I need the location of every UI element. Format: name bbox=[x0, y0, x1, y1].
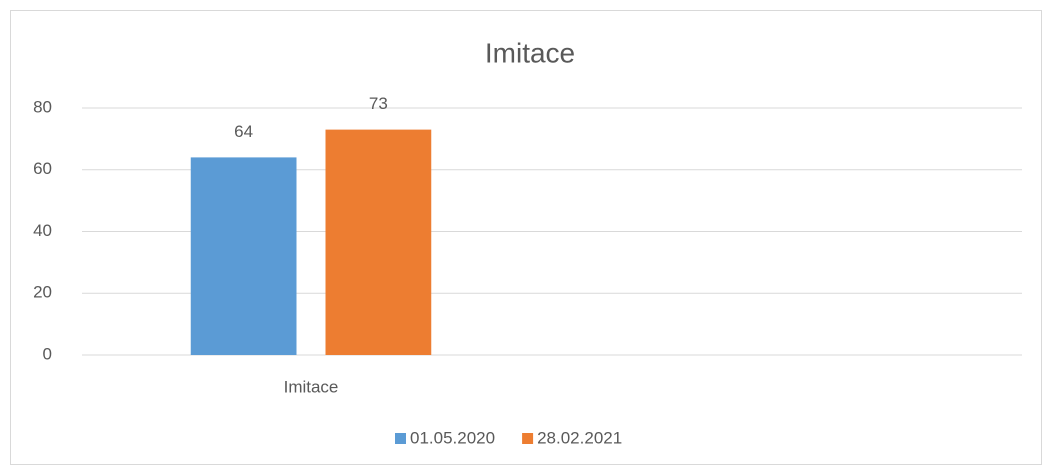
data-label: 73 bbox=[369, 94, 388, 113]
bar bbox=[325, 129, 432, 355]
chart-frame bbox=[10, 10, 1042, 465]
legend-label: 01.05.2020 bbox=[410, 428, 495, 447]
bar bbox=[190, 157, 297, 355]
chart-title: Imitace bbox=[485, 37, 575, 68]
y-tick-label: 0 bbox=[43, 344, 52, 363]
y-tick-label: 40 bbox=[33, 221, 52, 240]
legend-label: 28.02.2021 bbox=[537, 428, 622, 447]
y-tick-label: 80 bbox=[33, 97, 52, 116]
y-tick-label: 60 bbox=[33, 159, 52, 178]
data-label: 64 bbox=[234, 122, 253, 141]
legend-swatch bbox=[395, 433, 406, 444]
y-tick-label: 20 bbox=[33, 283, 52, 302]
legend-swatch bbox=[522, 433, 534, 444]
x-tick-label: Imitace bbox=[284, 377, 339, 396]
